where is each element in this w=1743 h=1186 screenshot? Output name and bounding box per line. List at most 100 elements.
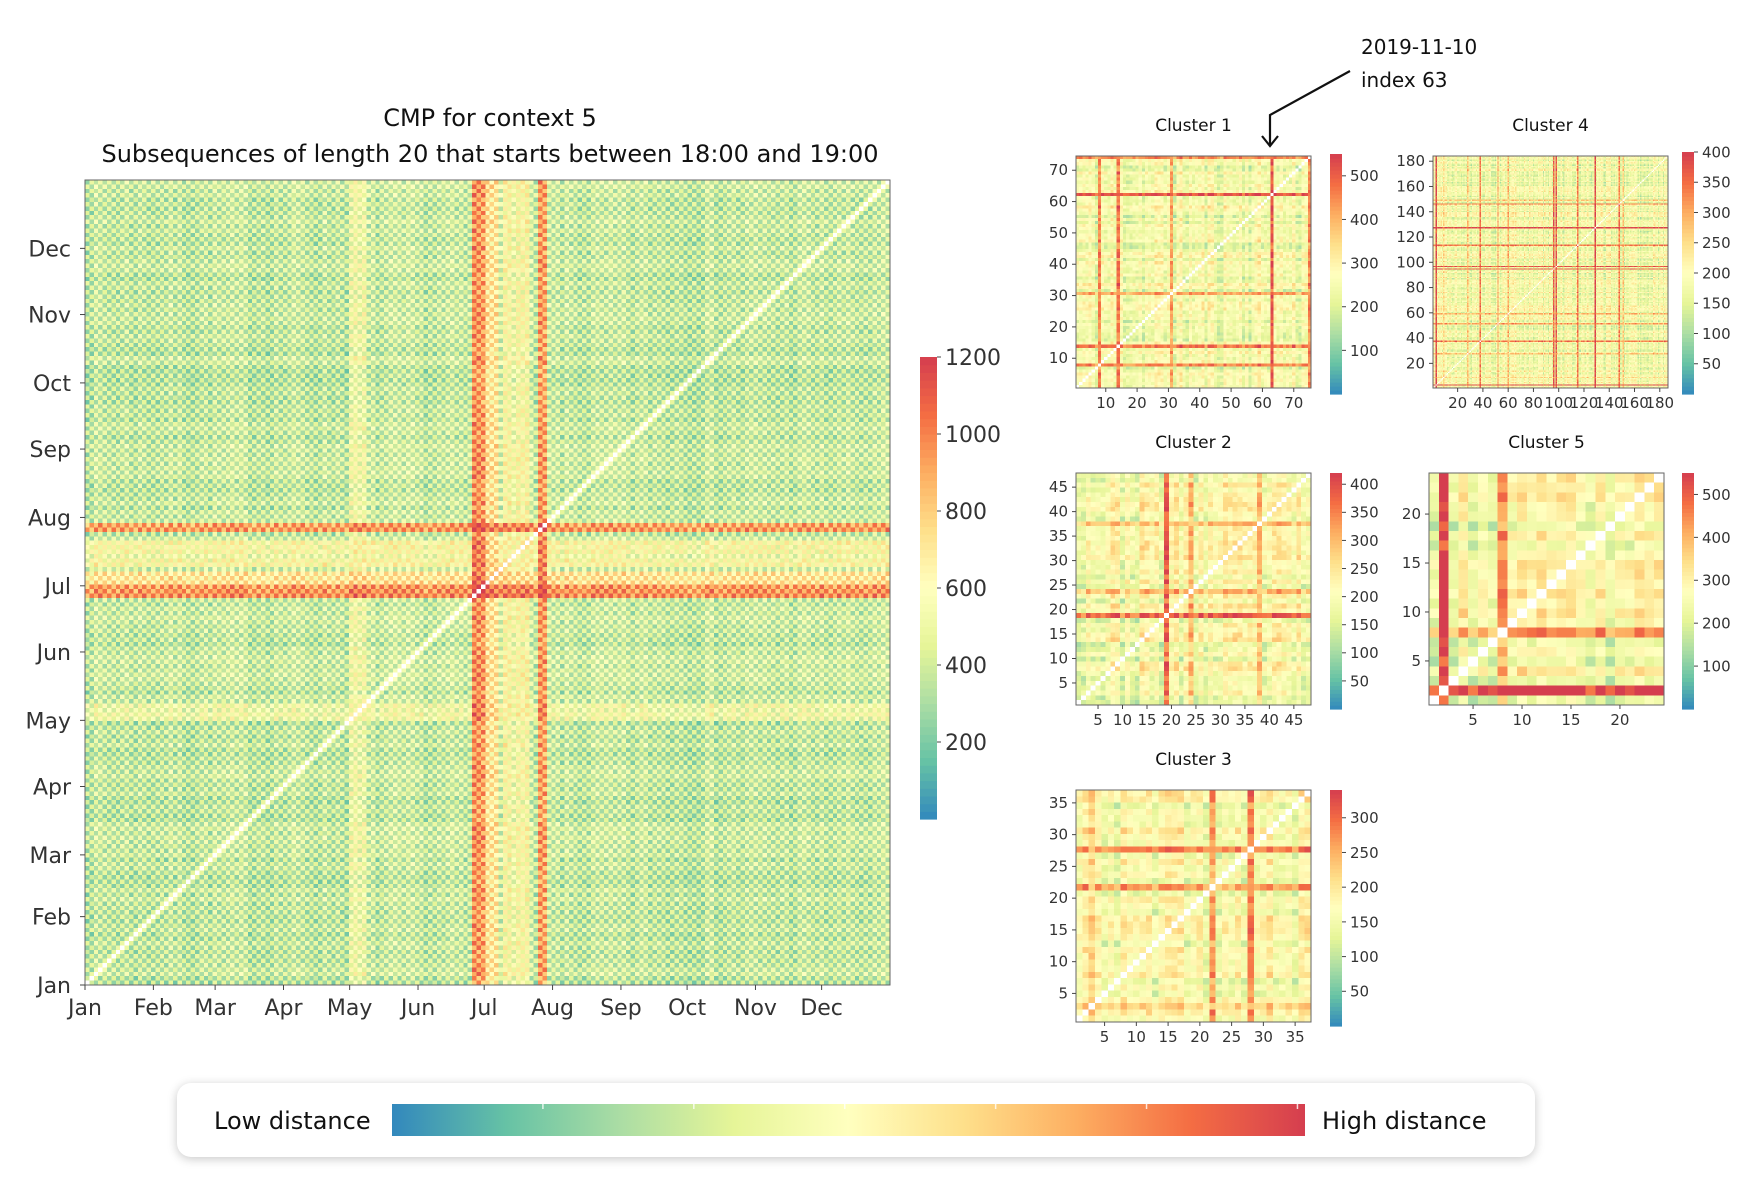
cluster3-colorbar-segment	[1330, 927, 1342, 933]
cluster2-y-tick-label: 30	[1049, 552, 1068, 570]
main-colorbar-segment	[920, 534, 937, 543]
cluster2-colorbar-segment	[1330, 701, 1342, 706]
cluster2-colorbar-segment	[1330, 598, 1342, 604]
cluster4-colorbar-segment	[1682, 301, 1694, 306]
cluster5-colorbar-segment	[1682, 602, 1694, 608]
cluster1-colorbar-segment	[1330, 334, 1342, 339]
cluster2-colorbar-segment	[1330, 673, 1342, 679]
cluster1-colorbar-segment	[1330, 186, 1342, 191]
cluster4-y-tick-label: 80	[1406, 279, 1425, 297]
cluster3-colorbar-segment	[1330, 974, 1342, 980]
cluster5-colorbar-segment	[1682, 547, 1694, 553]
main-colorbar-segment	[920, 541, 937, 551]
cluster4-y-tick-label: 40	[1406, 329, 1425, 347]
cluster5-colorbar-segment	[1682, 594, 1694, 600]
main-colorbar-segment	[920, 526, 937, 535]
cluster3-colorbar-segment	[1330, 845, 1342, 850]
cluster4-title: Cluster 4	[1512, 116, 1589, 136]
main-colorbar-segment	[920, 395, 937, 404]
cluster5-colorbar-tick-label: 200	[1702, 615, 1731, 633]
cluster5-colorbar-segment	[1682, 630, 1694, 635]
heatmap-frame	[1075, 472, 1312, 706]
cluster3-colorbar-segment	[1330, 1010, 1342, 1015]
cluster5-colorbar-segment	[1682, 681, 1694, 686]
cluster2-colorbar-tick-label: 150	[1350, 616, 1379, 634]
cluster2-colorbar-segment	[1330, 689, 1342, 694]
cluster4-colorbar-segment	[1682, 260, 1694, 266]
cluster4-colorbar-tick-label: 150	[1702, 295, 1731, 313]
cluster4-colorbar-segment	[1682, 277, 1694, 282]
cluster3-y-tick-label: 25	[1049, 857, 1068, 875]
cluster1-colorbar-segment	[1330, 342, 1342, 347]
cluster5-y-tick-label: 20	[1402, 505, 1421, 523]
cluster4-colorbar-segment	[1682, 212, 1694, 218]
cluster1-colorbar-segment	[1330, 194, 1342, 199]
cluster4-x-tick-label: 40	[1473, 394, 1492, 412]
cluster4-colorbar-segment	[1682, 188, 1694, 193]
cluster1-colorbar-segment	[1330, 350, 1342, 355]
cluster5-colorbar-segment	[1682, 583, 1694, 588]
cluster1-colorbar-segment	[1330, 322, 1342, 327]
main-colorbar-segment	[920, 557, 937, 566]
cluster4-colorbar-segment	[1682, 333, 1694, 339]
cluster2-colorbar-segment	[1330, 669, 1342, 675]
cluster4-colorbar-segment	[1682, 264, 1694, 270]
cluster1-y-tick-label: 10	[1049, 349, 1068, 367]
cluster1-colorbar-segment	[1330, 370, 1342, 375]
cluster5-colorbar-segment	[1682, 579, 1694, 584]
main-colorbar-segment	[920, 595, 937, 604]
cluster5-colorbar-segment	[1682, 653, 1694, 659]
cluster5-colorbar-segment	[1682, 516, 1694, 521]
cluster3-colorbar-segment	[1330, 935, 1342, 941]
cluster4-x-tick-label: 160	[1620, 394, 1649, 412]
cluster3-colorbar-segment	[1330, 817, 1342, 823]
main-colorbar-segment	[920, 688, 937, 697]
cluster3-colorbar-segment	[1330, 821, 1342, 826]
cluster4-colorbar-segment	[1682, 192, 1694, 197]
cluster4-colorbar-segment	[1682, 216, 1694, 222]
cluster2-x-tick-label: 25	[1186, 711, 1205, 729]
cluster2-colorbar-segment	[1330, 567, 1342, 572]
cluster5-y-tick-label: 5	[1411, 652, 1421, 670]
cluster1-colorbar-segment	[1330, 298, 1342, 303]
cluster1-colorbar-segment	[1330, 282, 1342, 287]
cluster2-x-tick-label: 45	[1284, 711, 1303, 729]
cluster1-colorbar-segment	[1330, 318, 1342, 323]
main-colorbar-segment	[920, 487, 937, 497]
main-colorbar-segment	[920, 634, 937, 643]
cluster5-colorbar-segment	[1682, 614, 1694, 620]
main-heatmap: Jan Feb Mar Apr May Jun Jul Aug Sep Oct Nov Dec Jan F…	[26, 179, 1001, 1021]
cluster1-colorbar-segment	[1330, 266, 1342, 271]
cluster1-y-tick-label: 40	[1049, 255, 1068, 273]
cluster4-colorbar-segment	[1682, 337, 1694, 343]
cluster3-colorbar-tick-label: 50	[1350, 983, 1369, 1001]
cluster1-colorbar-segment	[1330, 366, 1342, 371]
heatmap-frame	[1428, 472, 1665, 706]
cluster3-colorbar-segment	[1330, 955, 1342, 960]
cluster2-colorbar-segment	[1330, 496, 1342, 502]
main-colorbar-tick-label: 1000	[945, 423, 1001, 448]
cluster4-colorbar-segment	[1682, 297, 1694, 302]
cluster4-y-tick-label: 20	[1406, 354, 1425, 372]
cluster4-colorbar-segment	[1682, 248, 1694, 254]
cluster1-colorbar-segment	[1330, 246, 1342, 251]
cluster4-x-tick-label: 20	[1448, 394, 1467, 412]
cluster4-colorbar-segment	[1682, 289, 1694, 294]
cluster4-colorbar-segment	[1682, 377, 1694, 383]
cluster5-colorbar-segment	[1682, 528, 1694, 533]
cluster1-y-tick-label: 20	[1049, 318, 1068, 336]
cluster1-colorbar-segment	[1330, 278, 1342, 283]
cluster1-colorbar-segment	[1330, 290, 1342, 295]
cluster4-x-tick-label: 120	[1570, 394, 1599, 412]
cluster2-colorbar-segment	[1330, 504, 1342, 509]
main-colorbar-segment	[920, 718, 937, 728]
cluster3-colorbar-segment	[1330, 884, 1342, 889]
cluster5-colorbar-segment	[1682, 512, 1694, 517]
cluster2-colorbar-segment	[1330, 528, 1342, 533]
cluster1-x-tick-label: 30	[1159, 394, 1178, 412]
main-y-tick-label: Mar	[29, 844, 71, 869]
cluster5-y-tick-label: 15	[1402, 554, 1421, 572]
cluster4-colorbar-segment	[1682, 224, 1694, 230]
cluster5-colorbar-segment	[1682, 500, 1694, 506]
cluster3-colorbar-segment	[1330, 904, 1342, 909]
